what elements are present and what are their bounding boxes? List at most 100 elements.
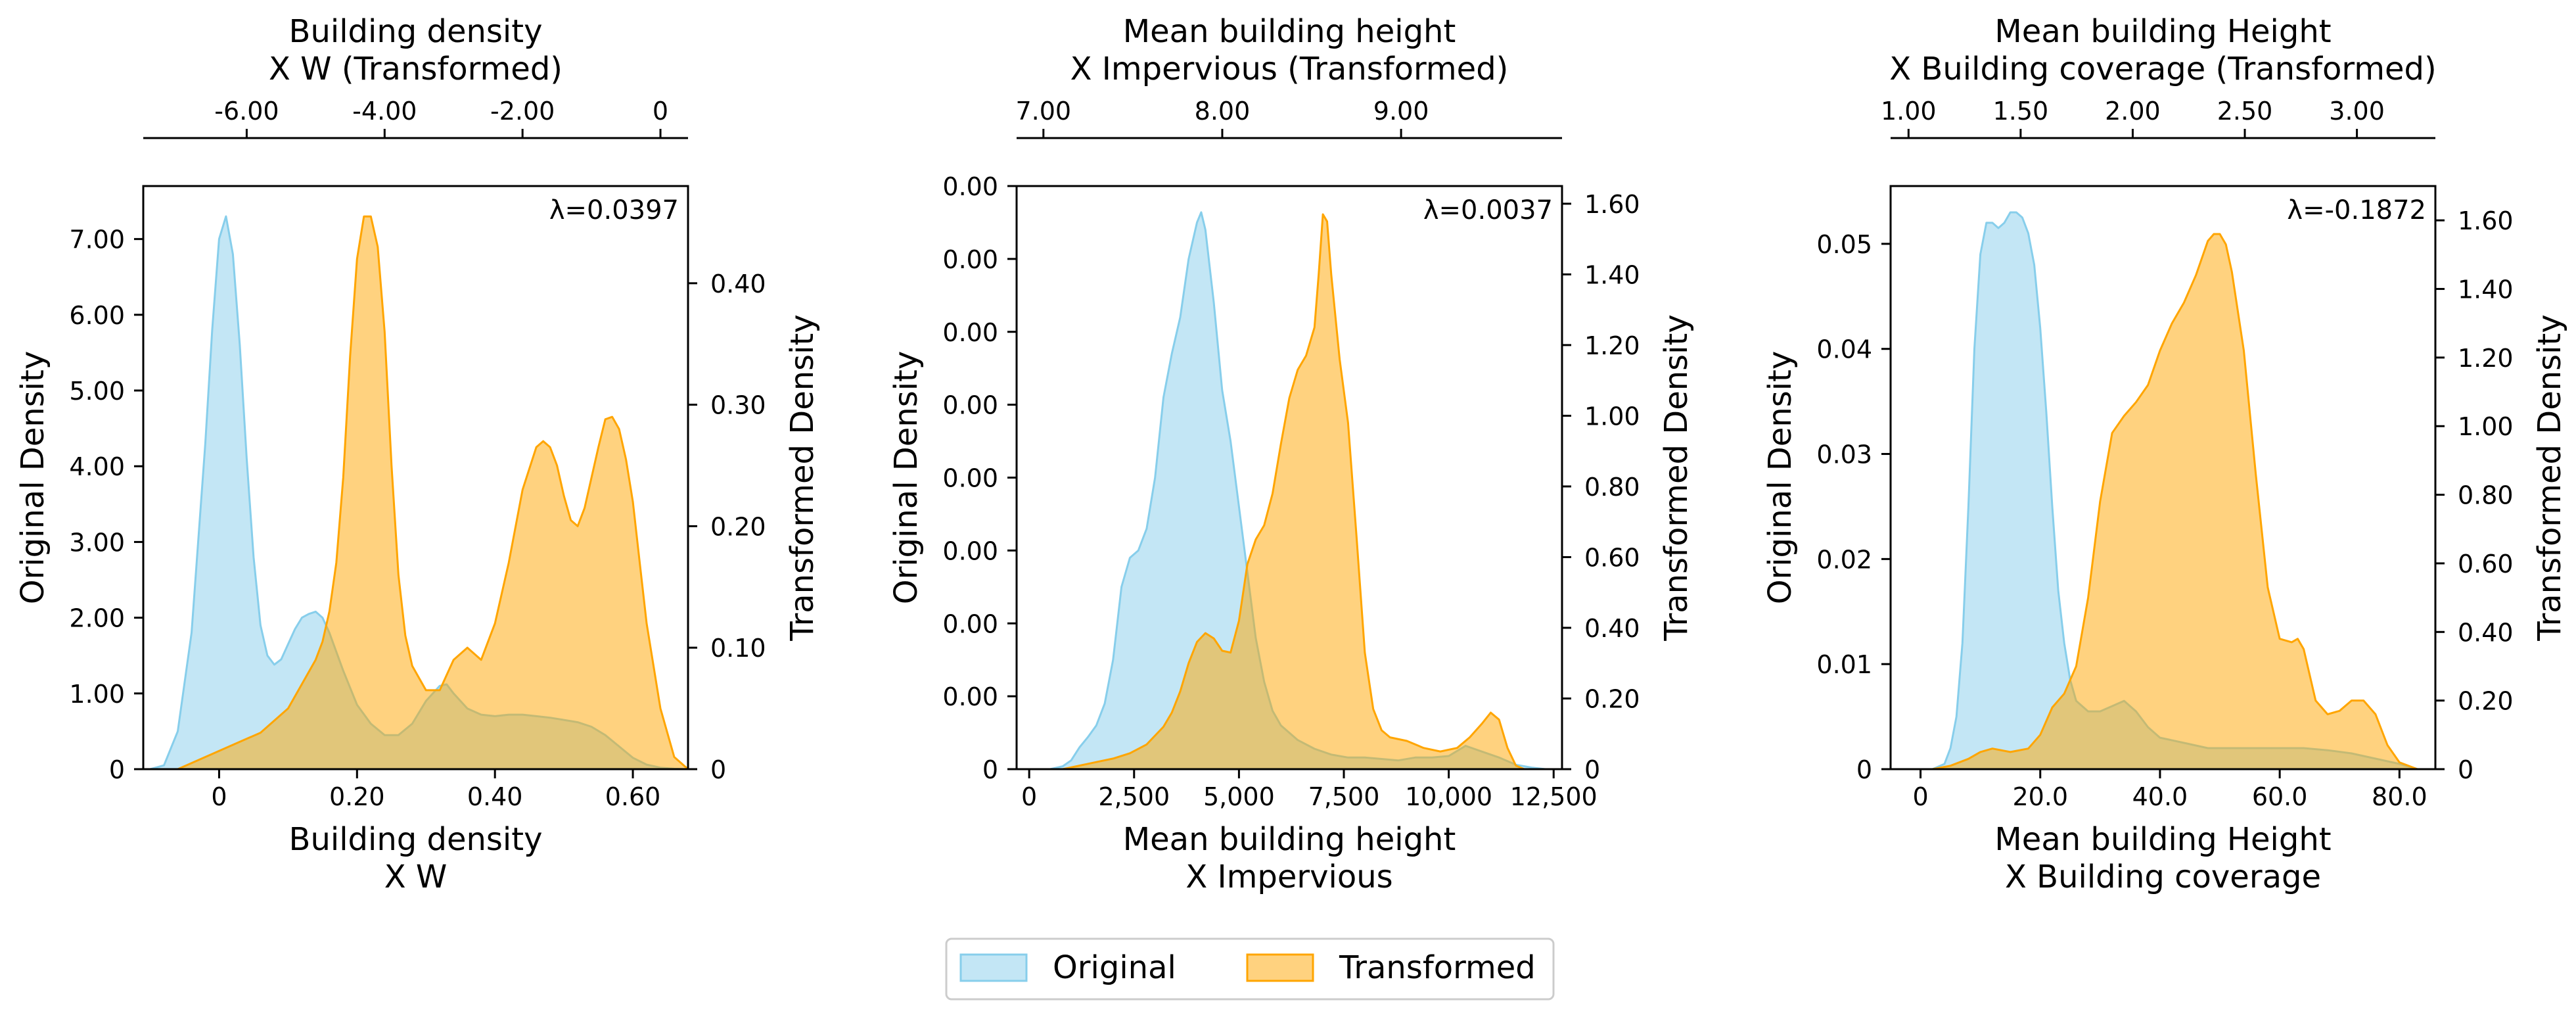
right-y-tick-label: 0.10 bbox=[710, 634, 766, 663]
top-x-axis-label-line2: X W (Transformed) bbox=[269, 51, 563, 87]
left-y-tick-label: 0.00 bbox=[942, 245, 998, 274]
series-area-transformed bbox=[177, 215, 689, 770]
right-y-tick-label: 1.40 bbox=[2458, 275, 2514, 304]
left-y-tick-label: 3.00 bbox=[69, 528, 125, 557]
left-y-tick-label: 0.00 bbox=[942, 682, 998, 711]
bottom-x-tick-label: 7,500 bbox=[1308, 782, 1380, 811]
top-x-tick-label: -6.00 bbox=[214, 97, 279, 126]
left-y-tick-label: 0 bbox=[1856, 755, 1872, 784]
left-y-tick-label: 0.01 bbox=[1816, 650, 1872, 679]
top-x-tick-label: 2.50 bbox=[2217, 97, 2273, 126]
top-x-tick-label: 8.00 bbox=[1195, 97, 1251, 126]
left-y-tick-label: 0.04 bbox=[1816, 335, 1872, 364]
bottom-x-tick-label: 40.0 bbox=[2132, 782, 2188, 811]
left-y-tick-label: 2.00 bbox=[69, 604, 125, 633]
chart-panel-1: 0 0.20 0.40 0.60 0 1.00 2.00 3.00 4.00 5.00 6.00 7.… bbox=[14, 13, 821, 895]
series-area-transformed bbox=[1931, 233, 2419, 770]
right-y-tick-label: 0.40 bbox=[1584, 614, 1640, 643]
bottom-x-tick-label: 20.0 bbox=[2012, 782, 2068, 811]
legend-swatch-transformed bbox=[1246, 953, 1314, 982]
left-y-tick-label: 0 bbox=[982, 755, 998, 784]
left-y-tick-label: 0.00 bbox=[942, 318, 998, 347]
right-y-tick-label: 1.60 bbox=[2458, 206, 2514, 235]
bottom-x-tick-label: 0 bbox=[1912, 782, 1928, 811]
left-y-tick-label: 0.05 bbox=[1816, 230, 1872, 259]
left-y-tick-label: 0.00 bbox=[942, 391, 998, 420]
legend: Original Transformed bbox=[945, 937, 1555, 1001]
left-y-tick-label: 0.00 bbox=[942, 609, 998, 638]
left-y-tick-label: 5.00 bbox=[69, 377, 125, 406]
bottom-x-axis-label-line2: X W bbox=[384, 859, 448, 895]
right-y-tick-label: 0.40 bbox=[710, 270, 766, 298]
legend-label-original: Original bbox=[1053, 949, 1176, 986]
top-x-tick-label: -2.00 bbox=[490, 97, 555, 126]
top-x-tick-label: 7.00 bbox=[1016, 97, 1072, 126]
bottom-x-axis-label-line2: X Impervious bbox=[1185, 859, 1392, 895]
right-y-tick-label: 0 bbox=[1584, 755, 1600, 784]
right-y-tick-label: 0.60 bbox=[2458, 550, 2514, 579]
top-x-tick-label: -4.00 bbox=[352, 97, 417, 126]
lambda-annotation: λ=-0.1872 bbox=[2287, 195, 2426, 225]
right-y-tick-label: 0 bbox=[710, 755, 726, 784]
top-x-tick-label: 0 bbox=[653, 97, 668, 126]
left-y-tick-label: 1.00 bbox=[69, 680, 125, 709]
right-y-tick-label: 0.60 bbox=[1584, 543, 1640, 572]
plot-frame bbox=[142, 185, 689, 770]
left-y-tick-label: 0.02 bbox=[1816, 545, 1872, 574]
left-y-tick-label: 7.00 bbox=[69, 225, 125, 254]
top-x-tick-label: 3.00 bbox=[2329, 97, 2385, 126]
left-y-tick-label: 0 bbox=[109, 755, 125, 784]
right-y-axis-label: Transformed Density bbox=[2531, 314, 2568, 642]
legend-swatch-original bbox=[959, 953, 1028, 982]
right-y-tick-label: 0.20 bbox=[710, 512, 766, 541]
left-y-tick-label: 4.00 bbox=[69, 452, 125, 481]
bottom-x-axis-label-line1: Mean building Height bbox=[1994, 821, 2331, 858]
right-y-tick-label: 0.40 bbox=[2458, 618, 2514, 647]
bottom-x-tick-label: 0.20 bbox=[329, 782, 385, 811]
right-y-tick-label: 1.60 bbox=[1584, 190, 1640, 219]
bottom-x-tick-label: 12,500 bbox=[1510, 782, 1598, 811]
top-x-tick-label: 1.00 bbox=[1881, 97, 1937, 126]
right-y-tick-label: 0.80 bbox=[1584, 473, 1640, 502]
right-y-tick-label: 0.80 bbox=[2458, 481, 2514, 510]
bottom-x-tick-label: 2,500 bbox=[1098, 782, 1170, 811]
right-y-axis-label: Transformed Density bbox=[784, 314, 821, 642]
legend-label-transformed: Transformed bbox=[1339, 949, 1536, 986]
lambda-annotation: λ=0.0397 bbox=[549, 195, 679, 225]
left-y-axis-label: Original Density bbox=[888, 351, 925, 605]
bottom-x-axis-label-line1: Building density bbox=[289, 821, 543, 858]
left-y-axis-label: Original Density bbox=[14, 351, 51, 605]
left-y-tick-label: 0.03 bbox=[1816, 440, 1872, 469]
right-y-tick-label: 1.00 bbox=[2458, 412, 2514, 441]
bottom-x-tick-label: 0 bbox=[211, 782, 227, 811]
top-x-axis-label-line1: Mean building height bbox=[1123, 13, 1456, 50]
bottom-x-axis-label-line2: X Building coverage bbox=[2005, 859, 2321, 895]
bottom-x-tick-label: 0.40 bbox=[467, 782, 523, 811]
bottom-x-tick-label: 10,000 bbox=[1405, 782, 1492, 811]
bottom-x-tick-label: 0 bbox=[1021, 782, 1037, 811]
plot-frame bbox=[1889, 185, 2437, 770]
chart-panels: 0 0.20 0.40 0.60 0 1.00 2.00 3.00 4.00 5.00 6.00 7.… bbox=[14, 13, 2568, 895]
left-y-tick-label: 0.00 bbox=[942, 172, 998, 201]
right-y-tick-label: 1.00 bbox=[1584, 402, 1640, 431]
left-y-axis-label: Original Density bbox=[1762, 351, 1799, 605]
bottom-x-tick-label: 0.60 bbox=[605, 782, 661, 811]
top-x-tick-label: 2.00 bbox=[2105, 97, 2161, 126]
right-y-tick-label: 1.20 bbox=[2458, 344, 2514, 373]
top-x-tick-label: 9.00 bbox=[1373, 97, 1429, 126]
right-y-tick-label: 0 bbox=[2458, 755, 2473, 784]
left-y-tick-label: 0.00 bbox=[942, 536, 998, 565]
right-y-tick-label: 1.20 bbox=[1584, 331, 1640, 360]
right-y-tick-label: 0.30 bbox=[710, 391, 766, 420]
bottom-x-tick-label: 80.0 bbox=[2372, 782, 2427, 811]
top-x-axis-label-line2: X Impervious (Transformed) bbox=[1070, 51, 1509, 87]
lambda-annotation: λ=0.0037 bbox=[1423, 195, 1553, 225]
top-x-axis-label-line2: X Building coverage (Transformed) bbox=[1889, 51, 2436, 87]
bottom-x-axis-label-line1: Mean building height bbox=[1123, 821, 1456, 858]
right-y-axis-label: Transformed Density bbox=[1658, 314, 1695, 642]
chart-panel-2: 0 2,500 5,000 7,500 10,000 12,50000.000.000.0… bbox=[888, 13, 1695, 895]
right-y-tick-label: 0.20 bbox=[1584, 684, 1640, 713]
left-y-tick-label: 0.00 bbox=[942, 464, 998, 493]
right-y-tick-label: 1.40 bbox=[1584, 260, 1640, 289]
chart-panel-3: 0 20.0 40.0 60.0 80.0 0 0.01 0.02 0.03 0.04 0.05 0 0… bbox=[1762, 13, 2568, 895]
